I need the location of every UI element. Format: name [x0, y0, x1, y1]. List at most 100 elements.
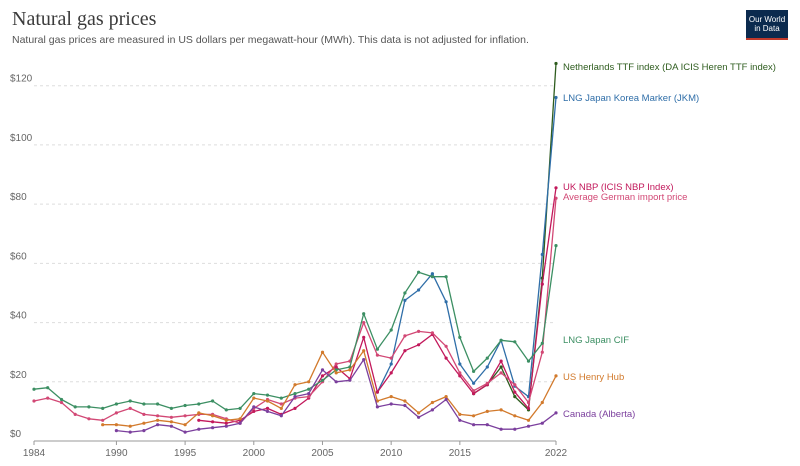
data-point: [499, 365, 503, 369]
data-point: [554, 186, 558, 190]
data-point: [197, 411, 201, 415]
data-point: [279, 406, 283, 410]
data-point: [485, 409, 489, 413]
data-point: [554, 411, 558, 415]
data-point: [101, 406, 105, 410]
data-point: [224, 421, 228, 425]
data-point: [389, 356, 393, 360]
data-point: [293, 395, 297, 399]
y-tick-label: $20: [10, 370, 27, 381]
chart-title: Natural gas prices: [12, 8, 157, 30]
data-point: [540, 282, 544, 286]
series-label: Netherlands TTF index (DA ICIS Heren TTF…: [563, 62, 776, 73]
data-point: [252, 396, 256, 400]
data-point: [526, 359, 531, 363]
data-point: [307, 387, 311, 391]
data-point: [238, 406, 242, 410]
data-point: [540, 421, 544, 425]
data-point: [472, 414, 476, 418]
data-point: [183, 430, 187, 434]
data-point: [485, 381, 489, 385]
data-point: [265, 409, 270, 413]
data-point: [375, 399, 379, 403]
x-tick-label: 2000: [243, 448, 266, 459]
data-point: [334, 380, 338, 384]
data-point: [472, 369, 476, 373]
data-point: [485, 356, 489, 360]
data-point: [526, 424, 531, 428]
data-point: [444, 300, 448, 304]
data-point: [32, 399, 36, 403]
chart-subtitle: Natural gas prices are measured in US do…: [12, 34, 529, 46]
data-point: [114, 402, 118, 406]
data-point: [403, 399, 407, 403]
data-point: [430, 272, 434, 276]
data-point: [307, 380, 311, 384]
data-point: [444, 356, 448, 360]
series-label: UK NBP (ICIS NBP Index): [563, 182, 674, 193]
data-point: [458, 335, 462, 339]
y-tick-label: $40: [10, 311, 27, 322]
data-point: [513, 340, 517, 344]
data-point: [59, 400, 64, 405]
data-point: [554, 61, 558, 66]
data-point: [211, 399, 215, 403]
data-point: [320, 350, 325, 354]
data-point: [197, 418, 201, 422]
data-point: [499, 408, 503, 412]
data-point: [403, 349, 407, 353]
data-point: [32, 387, 36, 391]
data-point: [403, 334, 407, 338]
data-point: [183, 403, 187, 408]
data-point: [389, 362, 393, 366]
data-point: [156, 423, 160, 427]
data-point: [554, 95, 558, 100]
data-point: [526, 400, 531, 405]
data-point: [472, 381, 476, 385]
data-point: [458, 412, 462, 416]
owid-logo[interactable]: Our World in Data: [746, 10, 788, 40]
data-point: [444, 397, 448, 402]
data-point: [169, 424, 173, 428]
data-point: [142, 412, 146, 416]
x-tick-label: 2022: [545, 448, 568, 459]
data-point: [362, 358, 366, 362]
data-point: [211, 420, 215, 424]
data-point: [540, 350, 544, 354]
data-point: [403, 291, 407, 295]
data-point: [472, 423, 476, 427]
data-point: [540, 400, 544, 405]
series-line: [33, 198, 557, 424]
data-point: [307, 395, 311, 399]
data-point: [73, 412, 77, 416]
data-point: [417, 288, 421, 292]
data-point: [362, 335, 366, 339]
data-point: [444, 275, 448, 279]
data-point: [526, 418, 531, 422]
data-point: [128, 424, 132, 428]
data-point: [307, 392, 311, 396]
data-point: [513, 427, 517, 431]
data-point: [279, 414, 283, 418]
data-point: [430, 331, 434, 335]
data-point: [375, 390, 379, 394]
data-point: [403, 298, 407, 302]
data-point: [114, 429, 118, 433]
data-point: [458, 418, 462, 422]
data-point: [499, 427, 503, 431]
data-point: [46, 396, 50, 400]
data-point: [417, 270, 421, 274]
data-point: [430, 275, 434, 279]
data-point: [320, 368, 325, 372]
data-point: [348, 368, 352, 372]
data-point: [114, 411, 118, 415]
data-point: [169, 420, 173, 424]
data-point: [458, 374, 462, 378]
data-point: [417, 415, 421, 419]
logo-line-1: Our World: [748, 15, 786, 24]
data-point: [362, 312, 366, 316]
data-point: [128, 406, 132, 410]
data-point: [224, 418, 228, 422]
data-point: [499, 371, 503, 375]
